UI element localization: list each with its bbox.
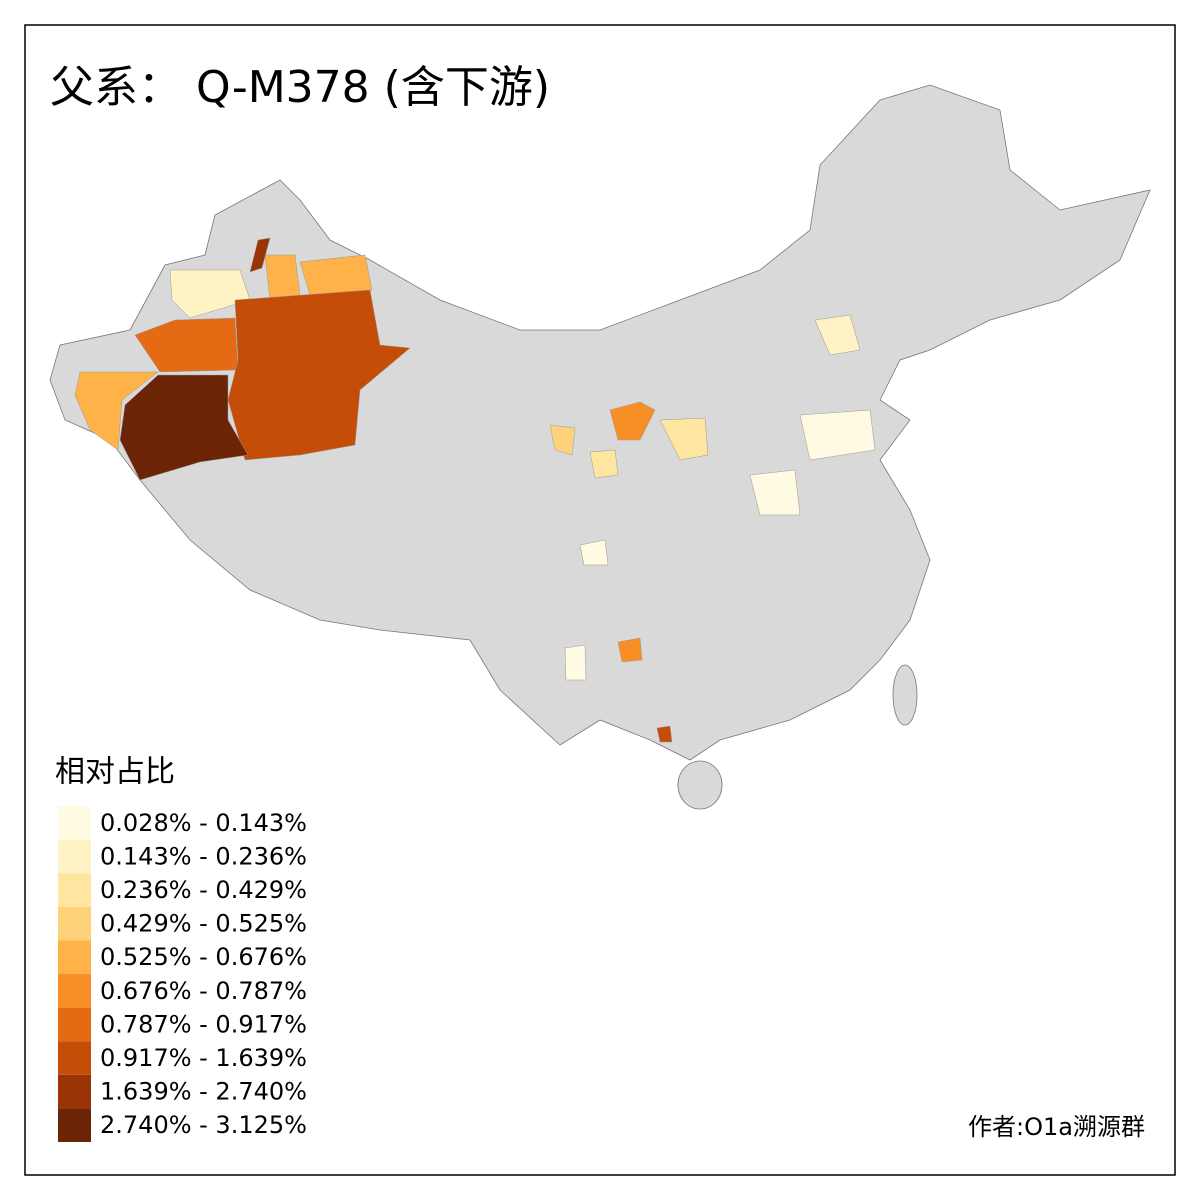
- legend-label: 0.429% - 0.525%: [100, 910, 307, 938]
- region: [299, 254, 373, 296]
- region: [659, 417, 709, 461]
- legend-swatch: [58, 1108, 91, 1142]
- legend-swatch: [58, 974, 91, 1008]
- legend-swatch: [58, 906, 91, 941]
- legend-label: 0.236% - 0.429%: [100, 876, 307, 904]
- legend-label: 2.740% - 3.125%: [100, 1111, 307, 1139]
- region: [814, 314, 861, 356]
- region: [609, 401, 656, 441]
- legend-label: 0.787% - 0.917%: [100, 1010, 307, 1038]
- legend-swatch: [58, 873, 91, 907]
- hainan: [677, 760, 723, 810]
- region: [169, 269, 251, 319]
- region: [799, 409, 876, 461]
- legend-swatch: [58, 1074, 91, 1109]
- region: [264, 254, 301, 301]
- region: [249, 237, 271, 273]
- legend-label: 0.917% - 1.639%: [100, 1044, 307, 1072]
- region: [227, 289, 411, 461]
- legend-label: 0.028% - 0.143%: [100, 809, 307, 837]
- region: [549, 424, 576, 456]
- legend-swatch: [58, 839, 91, 874]
- region: [564, 644, 587, 681]
- legend-label: 0.676% - 0.787%: [100, 977, 307, 1005]
- region: [119, 374, 249, 481]
- legend-swatch: [58, 806, 91, 840]
- region: [589, 449, 619, 479]
- taiwan: [892, 664, 918, 726]
- legend-label: 0.525% - 0.676%: [100, 943, 307, 971]
- legend-label: 1.639% - 2.740%: [100, 1078, 307, 1106]
- legend-title: 相对占比: [55, 755, 175, 790]
- region: [74, 371, 159, 451]
- legend-swatch: [58, 1041, 91, 1075]
- region: [656, 725, 673, 743]
- legend: 0.028% - 0.143% 0.143% - 0.236% 0.236% - 0…: [58, 806, 307, 1142]
- region: [134, 317, 239, 373]
- map-title: 父系： Q-M378 (含下游): [50, 62, 550, 113]
- region: [579, 539, 609, 566]
- region: [617, 637, 643, 663]
- legend-swatch: [58, 940, 91, 974]
- credit: 作者:O1a溯源群: [968, 1113, 1145, 1141]
- region: [749, 469, 801, 516]
- map: [49, 84, 1151, 810]
- china-land: [49, 84, 1151, 761]
- legend-swatch: [58, 1007, 91, 1042]
- legend-label: 0.143% - 0.236%: [100, 842, 307, 870]
